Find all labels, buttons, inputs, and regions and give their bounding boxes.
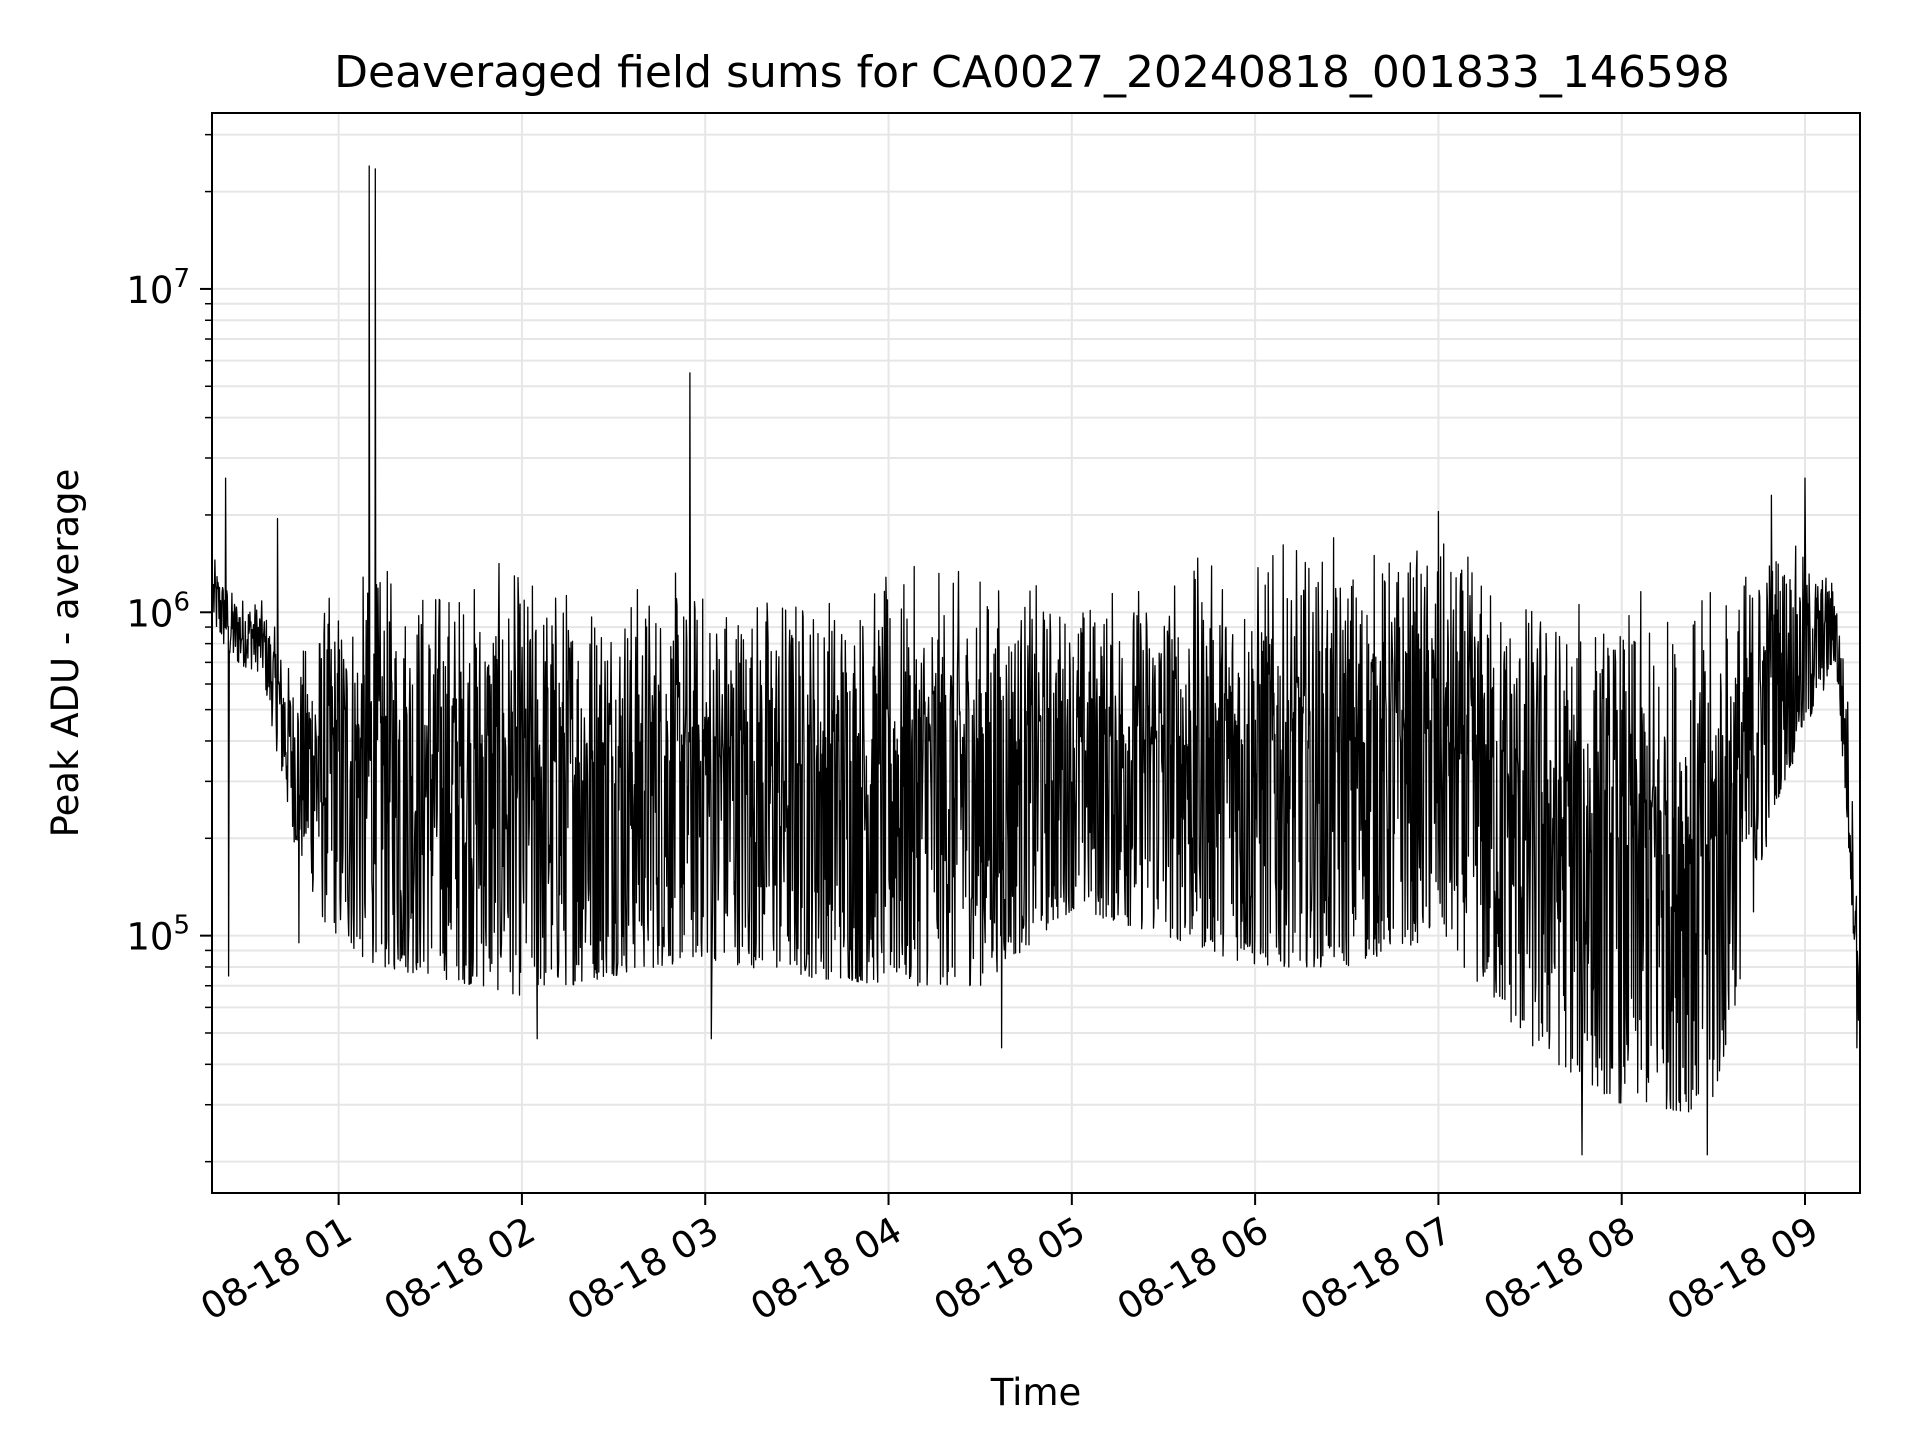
y-tick-label: 105 xyxy=(126,911,190,959)
y-tick-label: 106 xyxy=(126,587,190,635)
y-axis-label: Peak ADU - average xyxy=(44,469,87,838)
series-path xyxy=(212,165,1861,1156)
x-axis-label: Time xyxy=(990,1371,1082,1414)
plot-frame xyxy=(211,112,1861,1194)
series-line xyxy=(212,165,1861,1156)
chart-title: Deaveraged field sums for CA0027_2024081… xyxy=(334,47,1730,98)
